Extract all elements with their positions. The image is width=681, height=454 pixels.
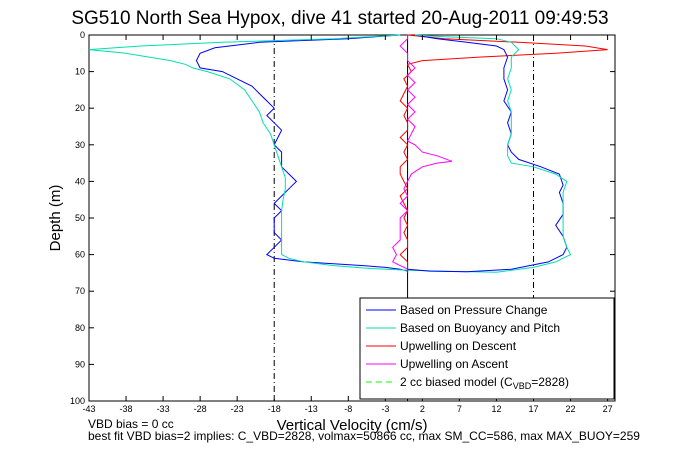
series-line-3	[392, 35, 453, 270]
x-tick-label: 22	[566, 404, 576, 414]
footer-best-fit: best fit VBD bias=2 implies: C_VBD=2828,…	[88, 429, 640, 443]
y-tick-label: 60	[75, 250, 85, 260]
legend: Based on Pressure Change Based on Buoyanc…	[359, 297, 615, 400]
y-tick-label: 30	[75, 140, 85, 150]
y-tick-label: 0	[80, 30, 85, 40]
y-tick-label: 40	[75, 176, 85, 186]
legend-label-3: Upwelling on Ascent	[400, 357, 509, 371]
x-axis-label: Vertical Velocity (cm/s)	[277, 417, 428, 434]
x-tick-label: -28	[194, 404, 207, 414]
series-line-5	[407, 34, 568, 273]
legend-box	[359, 297, 615, 400]
series-line-2	[399, 34, 608, 273]
y-tick-label: 10	[75, 67, 85, 77]
x-tick-label: 12	[491, 404, 501, 414]
legend-label-1: Based on Buoyancy and Pitch	[400, 321, 560, 335]
legend-label-4: 2 cc biased model (CVBD=2828)	[400, 375, 569, 391]
legend-label-0: Based on Pressure Change	[400, 303, 548, 317]
y-tick-label: 20	[75, 103, 85, 113]
x-tick-label: -13	[305, 404, 318, 414]
x-tick-label: 17	[528, 404, 538, 414]
y-tick-label: 90	[75, 359, 85, 369]
x-axis-ticks: -43 -38 -33 -28 -23 -18 -13 -8 -3 2 7 12 17 22 27	[82, 35, 613, 414]
series-layer	[88, 34, 608, 273]
footer-vbd-bias: VBD bias = 0 cc	[88, 417, 174, 431]
y-axis-ticks: 0 10 20 30 40 50 60 70 80 90 100	[70, 30, 615, 406]
x-tick-label: 27	[603, 404, 613, 414]
y-tick-label: 50	[75, 213, 85, 223]
y-tick-label: 80	[75, 323, 85, 333]
x-tick-label: -23	[231, 404, 244, 414]
x-tick-label: -38	[120, 404, 133, 414]
y-axis-label: Depth (m)	[47, 185, 64, 252]
chart-title: SG510 North Sea Hypox, dive 41 started 2…	[71, 8, 608, 29]
x-tick-label: -3	[381, 404, 389, 414]
x-tick-label: -33	[157, 404, 170, 414]
x-tick-label: -18	[268, 404, 281, 414]
y-tick-label: 100	[70, 396, 85, 406]
series-line-1	[88, 34, 497, 273]
y-tick-label: 70	[75, 286, 85, 296]
legend-label-2: Upwelling on Descent	[400, 339, 517, 353]
series-line-6	[414, 34, 572, 273]
x-tick-label: 7	[457, 404, 462, 414]
x-tick-label: -43	[82, 404, 95, 414]
x-tick-label: 2	[420, 404, 425, 414]
x-tick-label: -8	[344, 404, 352, 414]
